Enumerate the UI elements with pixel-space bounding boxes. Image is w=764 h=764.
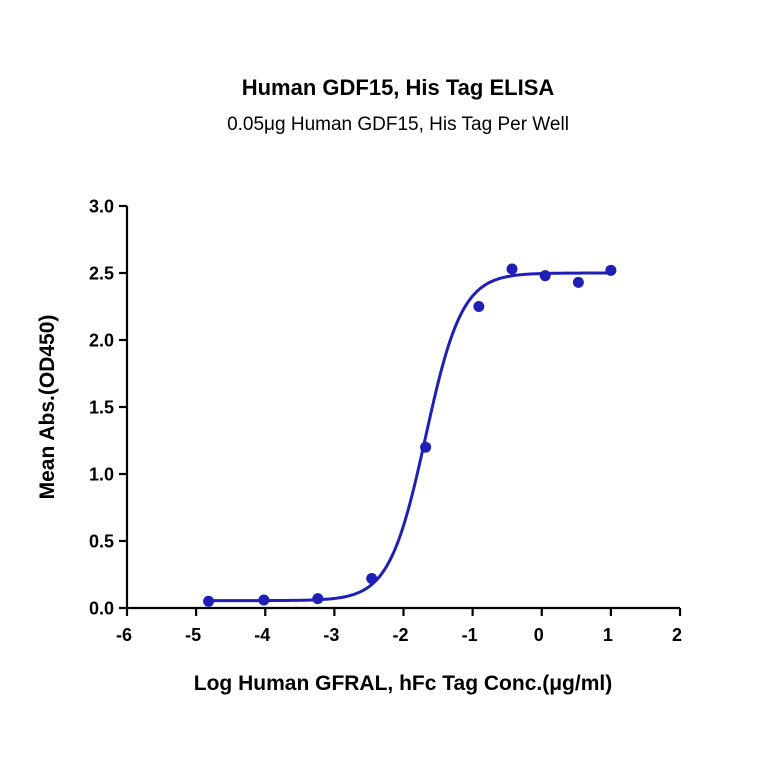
y-axis: 0.0 0.5 1.0 1.5 2.0 2.5 3.0 xyxy=(89,197,129,619)
x-tick-label: -1 xyxy=(462,625,478,645)
y-axis-label: Mean Abs.(OD450) xyxy=(36,315,59,500)
data-point xyxy=(473,301,485,312)
x-tick-label: -4 xyxy=(254,625,270,645)
x-tick-label: 0 xyxy=(534,625,544,645)
data-point xyxy=(572,276,584,288)
y-tick-label: 2.5 xyxy=(89,264,114,284)
y-tick-label: 0.5 xyxy=(89,532,114,552)
fit-curve-layer xyxy=(208,271,611,603)
y-tick-label: 0.0 xyxy=(89,599,114,619)
x-axis-label: Log Human GFRAL, hFc Tag Conc.(μg/ml) xyxy=(194,672,612,695)
chart-subtitle: 0.05μg Human GDF15, His Tag Per Well xyxy=(227,114,569,135)
data-point xyxy=(312,593,324,605)
data-point xyxy=(258,594,270,606)
data-points-layer xyxy=(203,263,617,607)
x-tick-label: 1 xyxy=(603,625,613,645)
y-tick-label: 2.0 xyxy=(89,331,114,351)
y-tick-label: 1.5 xyxy=(89,398,114,418)
y-tick-label: 3.0 xyxy=(89,197,114,217)
x-tick-label: -6 xyxy=(116,625,132,645)
x-tick-label: 2 xyxy=(672,625,682,645)
fit-curve xyxy=(208,271,611,603)
x-tick-label: -3 xyxy=(323,625,339,645)
data-point xyxy=(506,263,518,275)
chart-title: Human GDF15, His Tag ELISA xyxy=(242,75,555,100)
data-point xyxy=(539,270,551,282)
data-point xyxy=(420,441,432,453)
x-tick-label: -5 xyxy=(185,625,201,645)
x-axis: -6 -5 -4 -3 -2 -1 0 1 2 xyxy=(116,606,682,645)
y-tick-label: 1.0 xyxy=(89,465,114,485)
data-point xyxy=(366,573,378,585)
data-point xyxy=(203,595,215,607)
x-tick-label: -2 xyxy=(392,625,408,645)
data-point xyxy=(605,264,617,276)
